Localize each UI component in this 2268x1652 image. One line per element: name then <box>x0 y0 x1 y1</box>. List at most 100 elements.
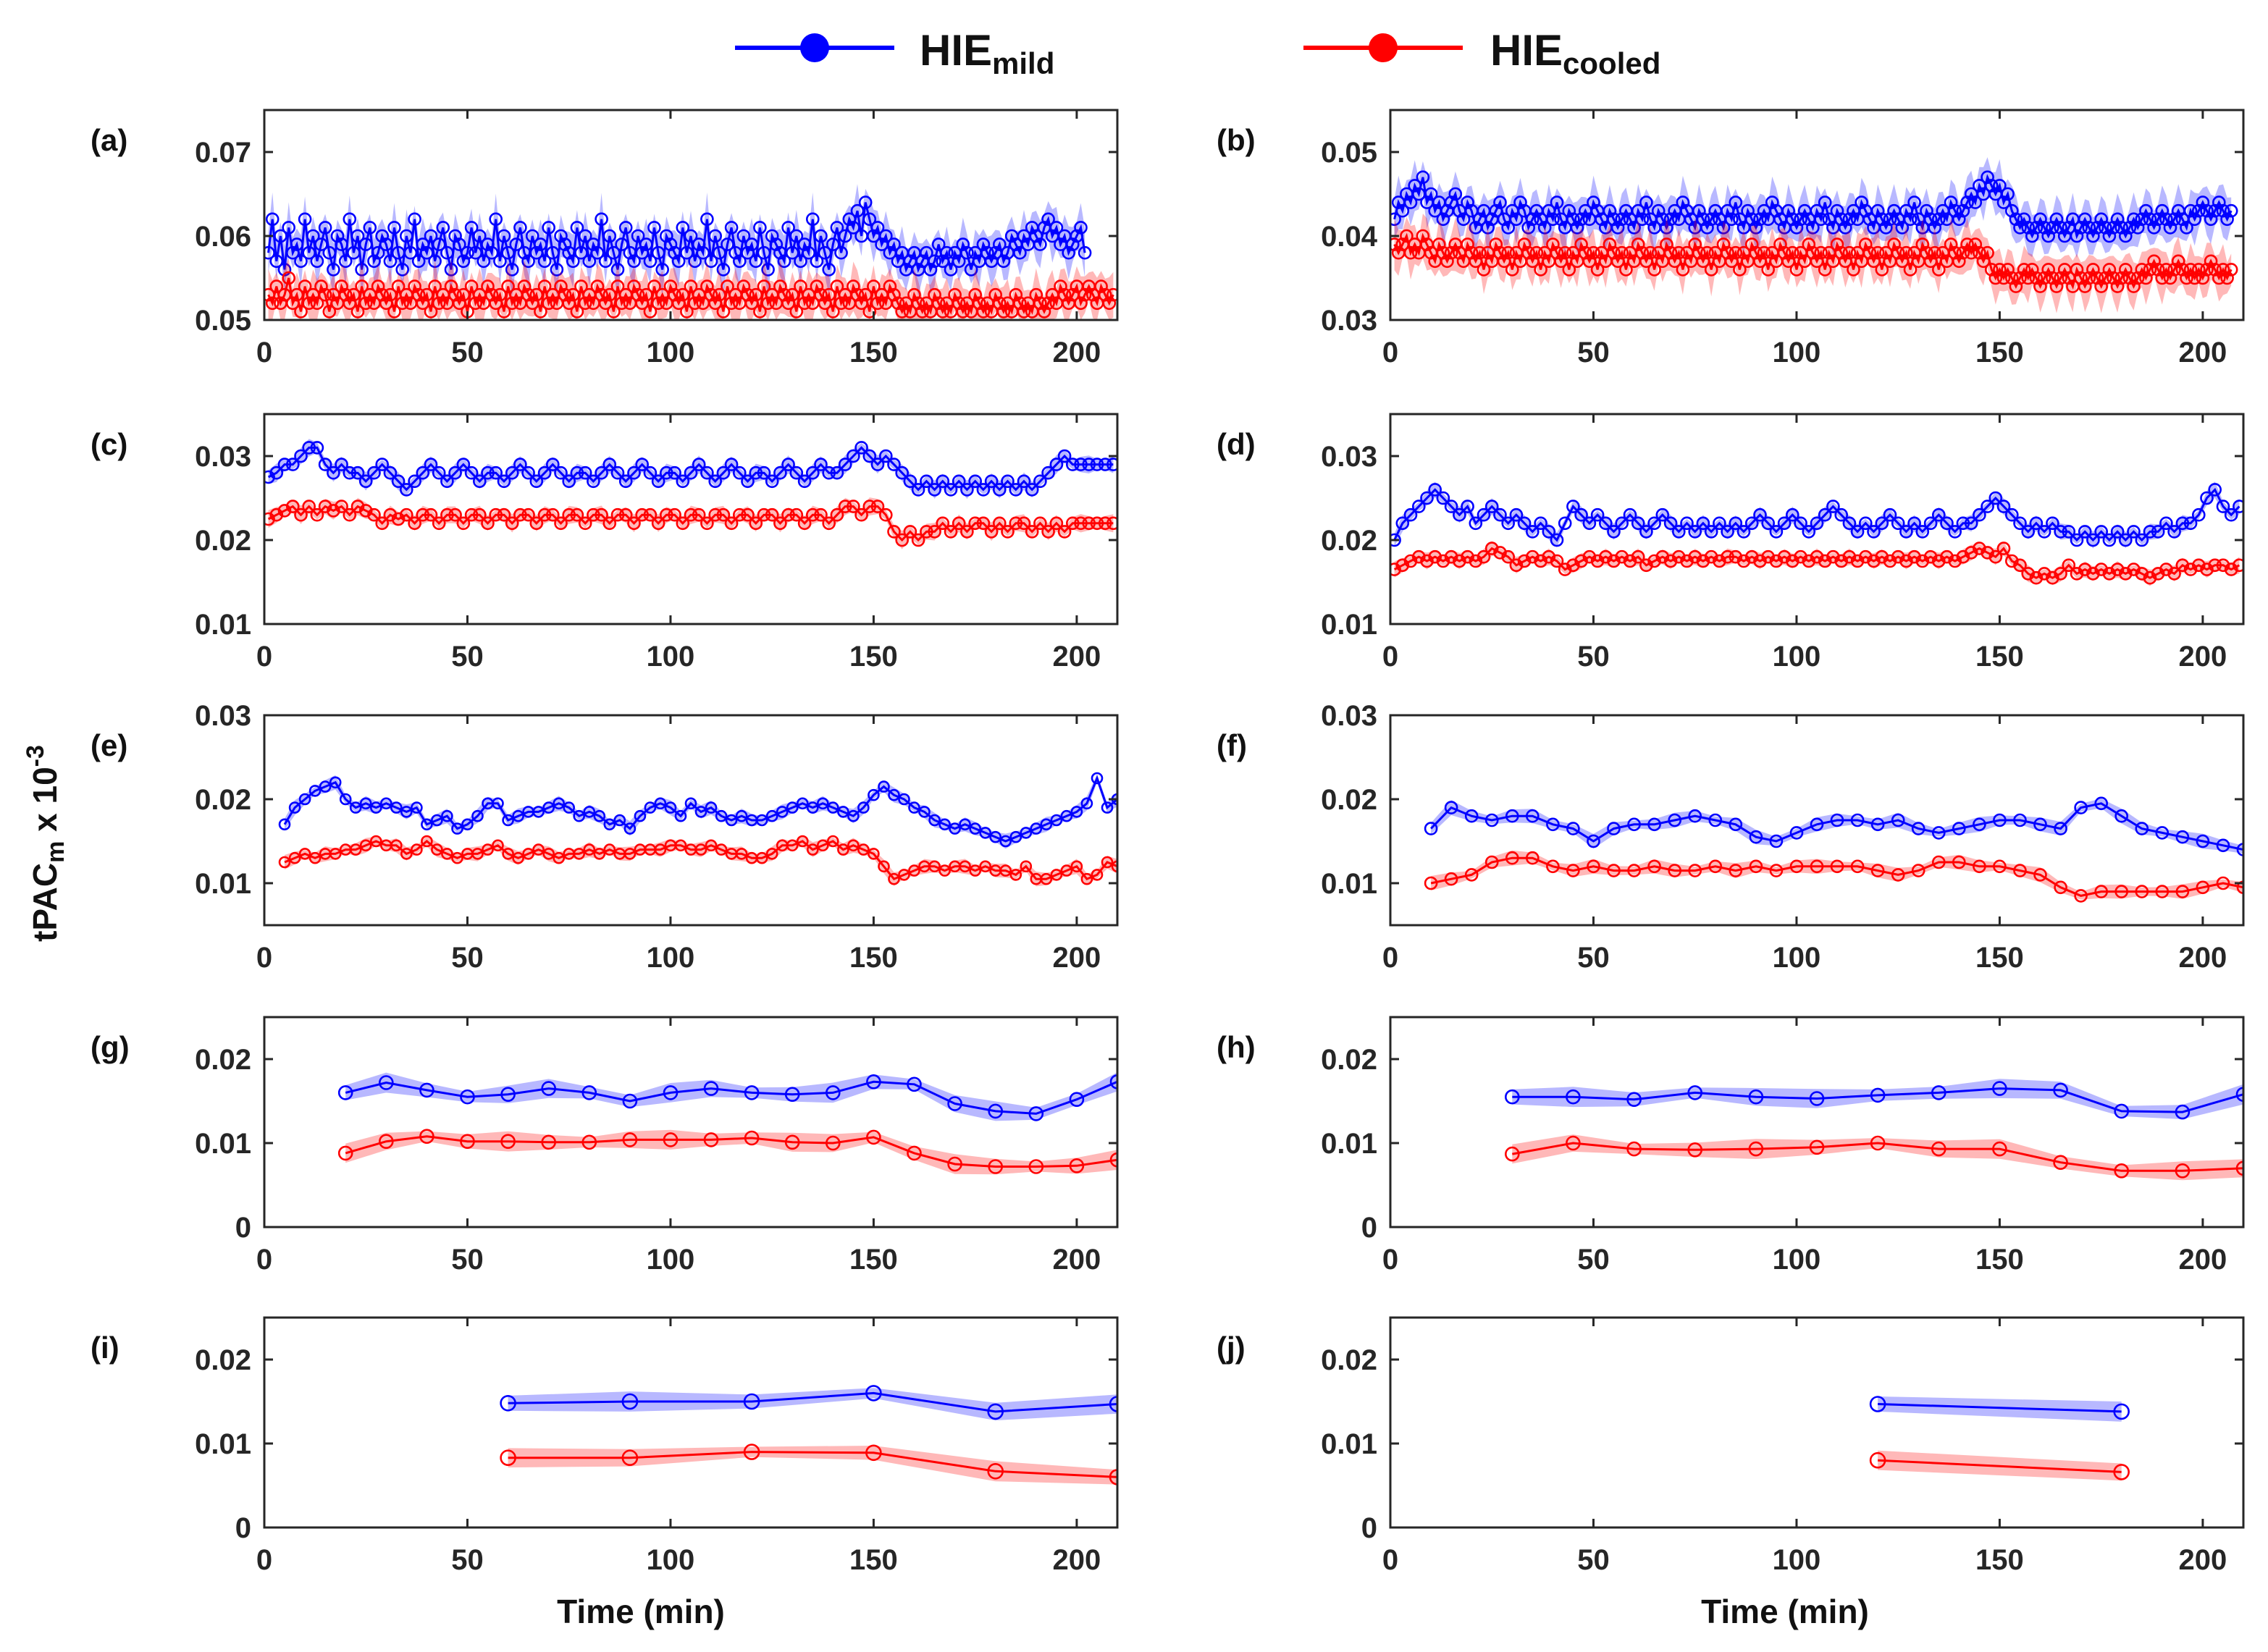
point-cooled <box>456 287 471 302</box>
point-mild <box>512 809 524 822</box>
point-cooled <box>960 525 974 539</box>
point-mild <box>830 221 844 235</box>
point-mild <box>2119 229 2133 243</box>
point-cooled <box>1753 554 1767 568</box>
point-mild <box>1623 507 1637 522</box>
point-mild <box>708 229 723 243</box>
point-cooled <box>1057 525 1072 539</box>
point-cooled <box>493 287 507 302</box>
point-mild <box>1789 826 1804 840</box>
point-mild <box>826 237 840 251</box>
point-cooled <box>484 287 499 302</box>
point-cooled <box>329 848 342 860</box>
point-cooled <box>879 507 893 522</box>
point-cooled <box>944 525 958 539</box>
x-tick-label: 0 <box>1382 1244 1398 1276</box>
point-cooled <box>444 279 458 293</box>
y-tick-label: 0.07 <box>195 137 251 169</box>
point-mild <box>700 212 714 227</box>
point-cooled <box>870 500 885 513</box>
point-mild <box>610 263 625 277</box>
point-mild <box>1655 507 1670 522</box>
point-cooled <box>2037 567 2051 581</box>
point-mild <box>1513 195 1527 209</box>
point-mild <box>1070 229 1084 243</box>
point-cooled <box>1794 549 1807 564</box>
point-cooled <box>2236 880 2243 895</box>
point-mild <box>448 465 462 480</box>
point-mild <box>724 221 739 235</box>
point-mild <box>563 801 576 814</box>
point-cooled <box>936 516 950 531</box>
point-cooled <box>1566 1135 1581 1151</box>
y-tick-label: 0 <box>235 1212 251 1244</box>
point-mild <box>895 465 909 480</box>
point-cooled <box>318 500 332 513</box>
x-tick-label: 150 <box>849 1544 898 1576</box>
panel-a: 0 50 100 150 200 0.05 0.06 0.07 (a) <box>91 109 1119 368</box>
point-cooled <box>715 843 728 856</box>
point-cooled <box>1688 864 1702 877</box>
point-mild <box>432 237 446 251</box>
point-cooled <box>529 516 544 531</box>
point-mild <box>634 809 647 822</box>
point-mild <box>2074 221 2088 235</box>
point-mild <box>1074 458 1088 471</box>
x-tick-label: 200 <box>1053 337 1101 368</box>
point-cooled <box>2009 279 2023 293</box>
point-cooled <box>692 507 706 522</box>
point-cooled <box>350 500 365 513</box>
point-mild <box>554 465 568 480</box>
point-cooled <box>595 507 608 522</box>
point-cooled <box>1109 1469 1117 1485</box>
point-mild <box>1403 507 1418 522</box>
point-cooled <box>1477 263 1491 277</box>
point-mild <box>743 1393 760 1410</box>
point-mild <box>1993 813 2007 827</box>
point-mild <box>1960 195 1974 209</box>
point-mild <box>1789 221 1804 235</box>
point-cooled <box>2037 271 2051 285</box>
point-cooled <box>347 287 361 302</box>
point-mild <box>765 229 779 243</box>
point-cooled <box>431 843 443 856</box>
point-mild <box>1907 516 1921 531</box>
point-mild <box>1109 1074 1117 1090</box>
point-mild <box>497 474 511 489</box>
point-cooled <box>700 279 714 293</box>
point-mild <box>2208 483 2222 497</box>
point-cooled <box>817 839 829 852</box>
point-cooled <box>542 296 556 311</box>
point-cooled <box>810 279 824 293</box>
point-cooled <box>1867 254 1881 269</box>
point-cooled <box>830 507 844 522</box>
point-mild <box>590 245 605 260</box>
point-cooled <box>663 279 678 293</box>
point-cooled <box>1647 859 1661 874</box>
point-cooled <box>797 296 812 311</box>
point-mild <box>976 483 991 497</box>
y-tick-label: 0.02 <box>1321 525 1377 557</box>
y-axis-title-sub: m <box>42 841 70 863</box>
point-cooled <box>1761 549 1775 564</box>
point-cooled <box>1582 254 1597 269</box>
point-mild <box>2078 212 2092 227</box>
point-cooled <box>865 1444 882 1462</box>
point-cooled <box>1713 554 1726 568</box>
point-mild <box>1948 203 1962 218</box>
point-mild <box>1769 525 1784 539</box>
point-cooled <box>420 287 434 302</box>
point-cooled <box>976 516 991 531</box>
point-mild <box>408 212 421 227</box>
point-cooled <box>618 507 633 522</box>
point-cooled <box>996 305 1011 319</box>
point-cooled <box>1484 855 1499 869</box>
point-mild <box>1060 809 1073 822</box>
x-tick-label: 0 <box>256 1244 272 1276</box>
point-cooled <box>517 279 532 293</box>
point-cooled <box>1928 245 1941 260</box>
point-cooled <box>1676 263 1690 277</box>
point-mild <box>1680 516 1694 531</box>
point-mild <box>452 237 466 251</box>
line-cooled <box>1430 856 2243 897</box>
